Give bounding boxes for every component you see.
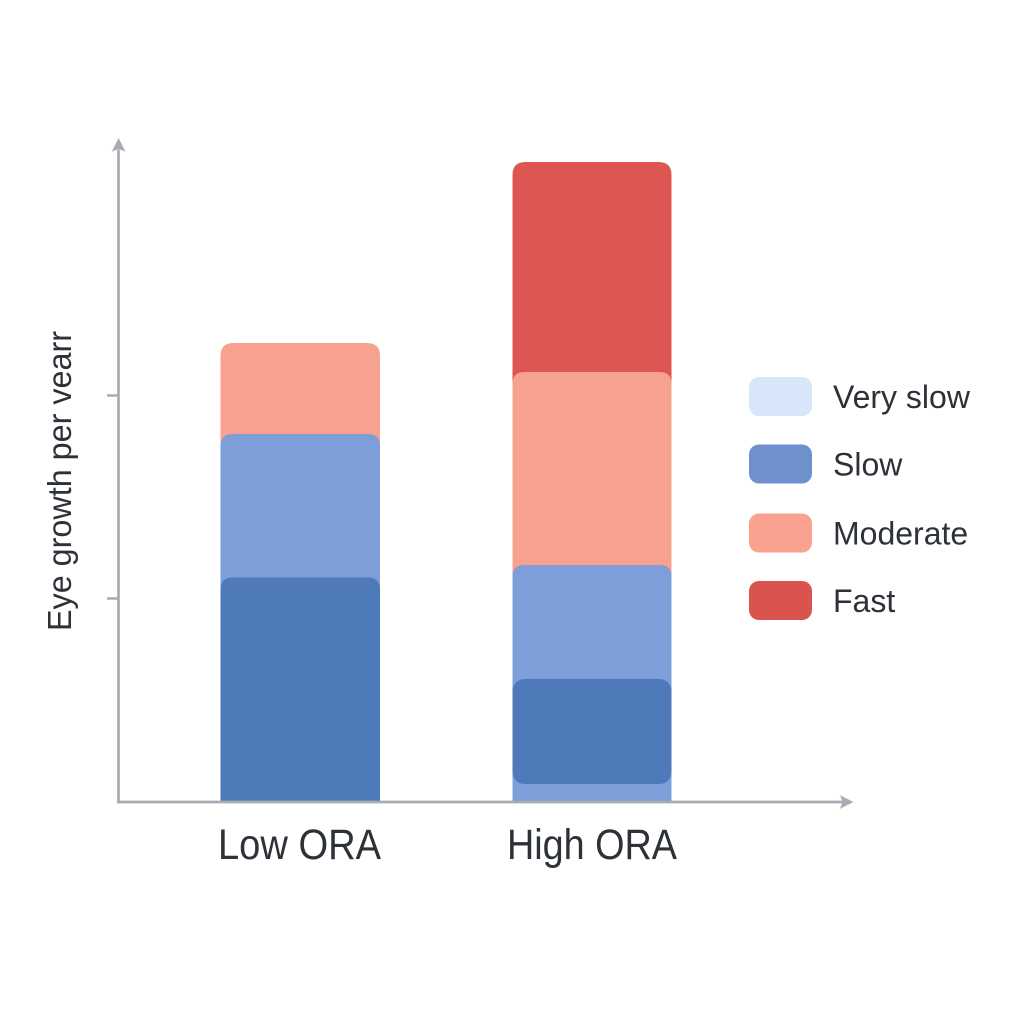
svg-text:Moderate: Moderate [833, 516, 968, 552]
svg-text:Fast: Fast [833, 583, 895, 619]
svg-text:Very slow: Very slow [833, 379, 971, 415]
svg-text:High ORA: High ORA [507, 821, 677, 869]
svg-text:Eye growth per vearr: Eye growth per vearr [41, 331, 78, 631]
svg-text:Low ORA: Low ORA [218, 821, 381, 869]
svg-text:Slow: Slow [833, 447, 903, 483]
